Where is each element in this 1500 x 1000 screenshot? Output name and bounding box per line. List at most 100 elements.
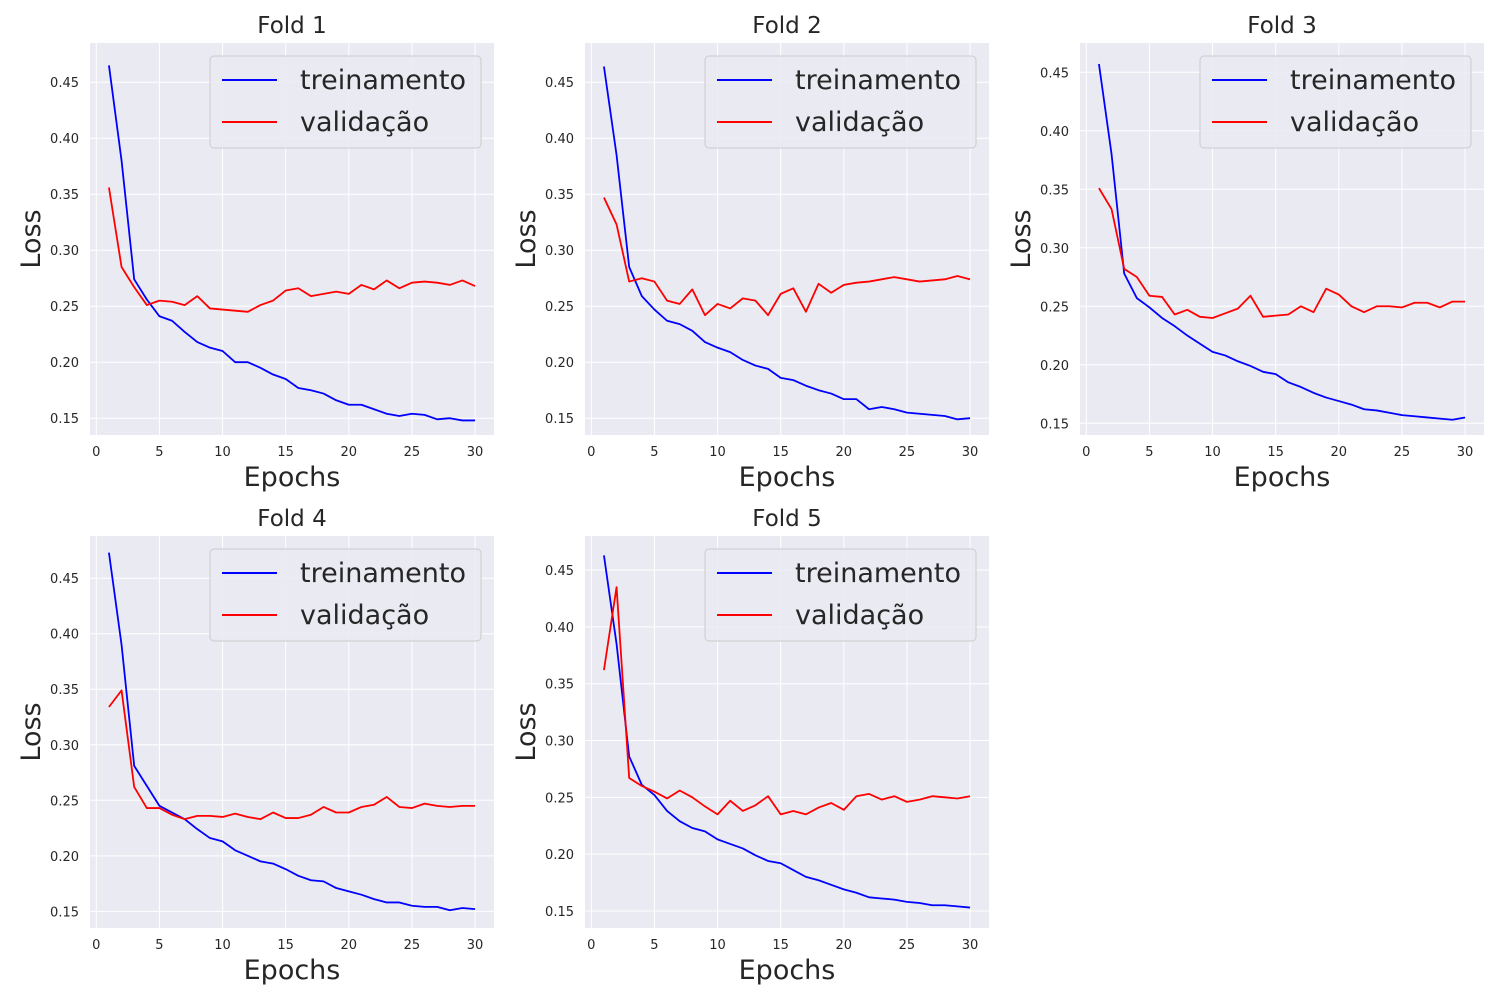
y-axis-label: Loss — [1006, 209, 1037, 268]
x-tick-label: 20 — [836, 938, 853, 953]
x-tick-label: 15 — [772, 938, 789, 953]
x-tick-label: 20 — [341, 445, 358, 460]
x-tick-label: 20 — [836, 445, 853, 460]
x-tick-label: 10 — [214, 445, 231, 460]
y-tick-label: 0.20 — [545, 848, 574, 863]
x-tick-label: 5 — [155, 445, 163, 460]
y-axis-label: Loss — [16, 702, 47, 761]
x-tick-label: 25 — [404, 938, 421, 953]
y-tick-label: 0.35 — [50, 683, 79, 698]
x-tick-label: 30 — [962, 938, 979, 953]
y-tick-label: 0.30 — [545, 244, 574, 259]
legend-box — [209, 548, 482, 642]
y-tick-label: 0.35 — [1040, 183, 1069, 198]
subplot-fold-3: 0 5 10 15 20 25 30 0.15 0.20 0.25 0.30 0.35 0.40 0.45… — [1006, 13, 1484, 493]
series-line-treinamento — [1098, 63, 1466, 421]
legend-entry: treinamento — [1290, 65, 1456, 96]
subplot-fold-5: 0 5 10 15 20 25 30 0.15 0.20 0.25 0.30 0.35 0.40 0.45… — [511, 506, 989, 986]
x-tick-label: 10 — [1204, 445, 1221, 460]
y-tick-label: 0.45 — [1040, 66, 1069, 81]
x-tick-label: 15 — [277, 445, 294, 460]
y-tick-label: 0.15 — [50, 905, 79, 920]
x-tick-label: 10 — [709, 445, 726, 460]
chart-title: Fold 1 — [257, 13, 326, 39]
x-tick-label: 10 — [214, 938, 231, 953]
x-tick-label: 20 — [1331, 445, 1348, 460]
y-tick-label: 0.20 — [1040, 359, 1069, 374]
x-tick-label: 5 — [650, 938, 658, 953]
x-axis-label: Epochs — [1234, 462, 1331, 493]
chart-title: Fold 5 — [752, 506, 821, 532]
x-tick-label: 30 — [467, 445, 484, 460]
subplot-fold-4: 0 5 10 15 20 25 30 0.15 0.20 0.25 0.30 0.35 0.40 0.45… — [16, 506, 494, 986]
series-line-treinamento — [108, 552, 476, 912]
subplot-fold-1: 0 5 10 15 20 25 30 0.15 0.20 0.25 0.30 0.35 0.40 0.45… — [16, 13, 494, 493]
x-tick-label: 0 — [92, 938, 100, 953]
y-tick-label: 0.40 — [1040, 125, 1069, 140]
x-tick-label: 25 — [899, 938, 916, 953]
y-tick-label: 0.40 — [50, 132, 79, 147]
x-tick-label: 30 — [467, 938, 484, 953]
y-tick-label: 0.25 — [545, 300, 574, 315]
x-tick-label: 0 — [1082, 445, 1090, 460]
x-tick-label: 20 — [341, 938, 358, 953]
y-tick-label: 0.30 — [545, 735, 574, 750]
x-tick-label: 0 — [587, 938, 595, 953]
y-tick-label: 0.35 — [50, 188, 79, 203]
x-axis-label: Epochs — [739, 955, 836, 986]
legend-entry: treinamento — [795, 558, 961, 589]
x-tick-label: 5 — [1145, 445, 1153, 460]
subplot-fold-2: 0 5 10 15 20 25 30 0.15 0.20 0.25 0.30 0.35 0.40 0.45… — [511, 13, 989, 493]
legend-box — [704, 55, 977, 149]
legend-box — [1199, 55, 1472, 149]
y-tick-label: 0.35 — [545, 188, 574, 203]
y-tick-label: 0.40 — [50, 628, 79, 643]
x-tick-label: 25 — [1394, 445, 1411, 460]
y-tick-label: 0.45 — [50, 76, 79, 91]
y-tick-label: 0.40 — [545, 132, 574, 147]
legend-box — [704, 548, 977, 642]
chart-title: Fold 4 — [257, 506, 326, 532]
y-tick-label: 0.15 — [545, 905, 574, 920]
x-axis-label: Epochs — [739, 462, 836, 493]
y-tick-label: 0.30 — [50, 244, 79, 259]
series-line-treinamento — [603, 555, 971, 909]
y-tick-label: 0.15 — [50, 412, 79, 427]
x-tick-label: 5 — [155, 938, 163, 953]
x-tick-label: 30 — [962, 445, 979, 460]
x-tick-label: 0 — [92, 445, 100, 460]
legend-entry: validação — [795, 107, 924, 138]
legend-entry: validação — [300, 107, 429, 138]
legend-entry: treinamento — [300, 65, 466, 96]
legend-entry: validação — [795, 600, 924, 631]
y-tick-label: 0.20 — [545, 356, 574, 371]
y-tick-label: 0.25 — [50, 794, 79, 809]
y-tick-label: 0.30 — [1040, 242, 1069, 257]
legend-box — [209, 55, 482, 149]
x-tick-label: 15 — [1267, 445, 1284, 460]
series-line-validacao — [603, 586, 971, 816]
x-tick-label: 15 — [277, 938, 294, 953]
y-tick-label: 0.20 — [50, 356, 79, 371]
x-axis-label: Epochs — [244, 955, 341, 986]
series-line-validacao — [108, 689, 476, 821]
x-tick-label: 25 — [404, 445, 421, 460]
chart-title: Fold 2 — [752, 13, 821, 39]
y-tick-label: 0.15 — [545, 412, 574, 427]
legend-entry: treinamento — [795, 65, 961, 96]
legend-entry: validação — [1290, 107, 1419, 138]
y-axis-label: Loss — [511, 209, 542, 268]
y-tick-label: 0.45 — [50, 572, 79, 587]
x-tick-label: 10 — [709, 938, 726, 953]
series-line-treinamento — [108, 65, 476, 422]
y-tick-label: 0.35 — [545, 678, 574, 693]
y-tick-label: 0.25 — [545, 791, 574, 806]
legend-entry: validação — [300, 600, 429, 631]
y-tick-label: 0.45 — [545, 76, 574, 91]
series-line-validacao — [1098, 187, 1466, 319]
y-tick-label: 0.25 — [1040, 300, 1069, 315]
y-tick-label: 0.40 — [545, 621, 574, 636]
series-line-treinamento — [603, 66, 971, 421]
